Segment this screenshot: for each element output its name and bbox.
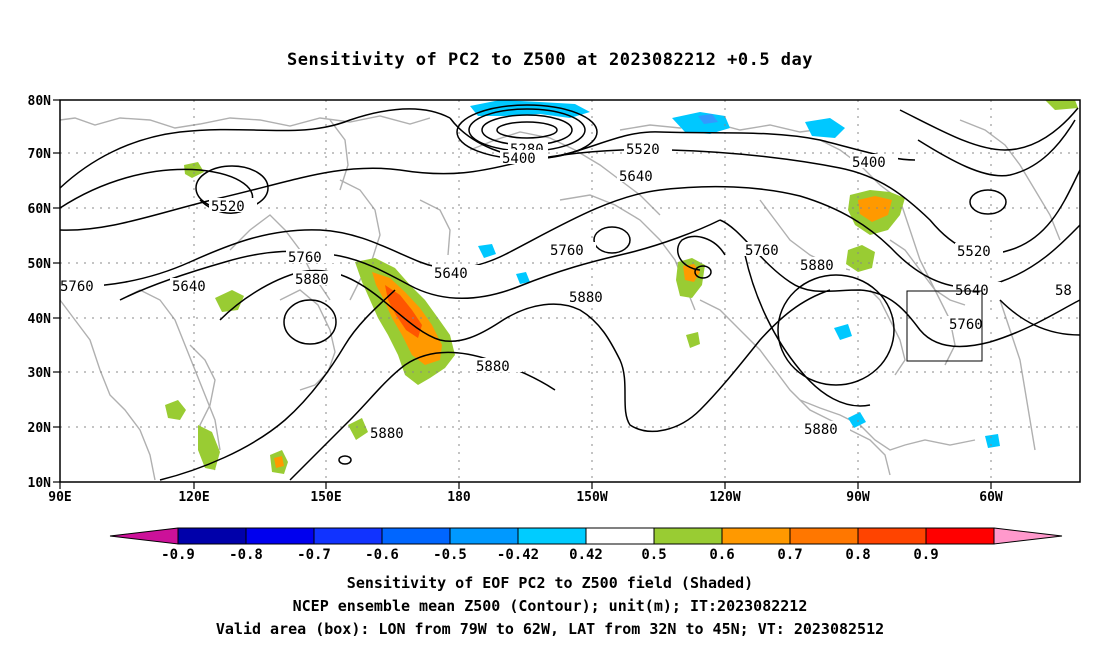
lon-label: 120E bbox=[178, 490, 209, 505]
axis-ticks bbox=[53, 99, 992, 489]
lon-label: 90E bbox=[48, 490, 71, 505]
colorbar-swatch bbox=[585, 527, 655, 545]
lat-label: 70N bbox=[28, 147, 52, 162]
lat-label: 10N bbox=[28, 476, 52, 491]
contour-label: 5640 bbox=[434, 266, 468, 282]
colorbar-label: 0.6 bbox=[709, 547, 734, 563]
shade-neg-chukchi bbox=[672, 112, 730, 134]
shade-neg-4 bbox=[848, 412, 866, 428]
colorbar-swatch bbox=[925, 527, 995, 545]
colorbar-swatch bbox=[449, 527, 519, 545]
lat-label: 40N bbox=[28, 312, 52, 327]
lat-label: 80N bbox=[28, 94, 52, 109]
shade-region-japan bbox=[215, 290, 244, 312]
shade-region-sw3-core bbox=[274, 456, 284, 468]
shade-region-sw1 bbox=[165, 400, 186, 420]
colorbar-under-triangle bbox=[109, 527, 179, 545]
colorbar-swatch bbox=[313, 527, 383, 545]
negative-shading bbox=[470, 100, 1000, 448]
colorbar-swatch bbox=[517, 527, 587, 545]
colorbar-swatch bbox=[789, 527, 859, 545]
colorbar-label: 0.7 bbox=[777, 547, 802, 563]
contour-label: 5880 bbox=[370, 426, 404, 442]
colorbar-over-triangle bbox=[993, 527, 1063, 545]
shade-neg-chukchi-core bbox=[698, 114, 718, 124]
contour-label: 5400 bbox=[502, 151, 536, 167]
contour-label: 5760 bbox=[550, 243, 584, 259]
contour-label: 5520 bbox=[957, 244, 991, 260]
lon-label: 150E bbox=[310, 490, 341, 505]
colorbar-label: -0.8 bbox=[229, 547, 263, 563]
colorbar-label: 0.5 bbox=[641, 547, 666, 563]
lat-label: 20N bbox=[28, 421, 52, 436]
shade-neg-2 bbox=[516, 272, 530, 284]
colorbar-label: 0.8 bbox=[845, 547, 870, 563]
contour-label: 5520 bbox=[626, 142, 660, 158]
colorbar-swatch bbox=[381, 527, 451, 545]
lat-label: 50N bbox=[28, 257, 52, 272]
shade-neg-beaufort bbox=[805, 118, 845, 138]
shade-region-hudson-core bbox=[858, 196, 892, 222]
chart-title: Sensitivity of PC2 to Z500 at 2023082212… bbox=[286, 50, 813, 70]
valid-area-box bbox=[906, 290, 983, 362]
colorbar-swatch bbox=[721, 527, 791, 545]
colorbar-label: -0.5 bbox=[433, 547, 467, 563]
contour-label: 5760 bbox=[288, 250, 322, 266]
shade-neg-3 bbox=[834, 324, 852, 340]
shade-region-pac-small bbox=[686, 332, 700, 348]
contour-label: 5640 bbox=[619, 169, 653, 185]
colorbar-label: 0.42 bbox=[569, 547, 603, 563]
contour-label: 5880 bbox=[569, 290, 603, 306]
contour-label: 5520 bbox=[211, 199, 245, 215]
lat-label: 60N bbox=[28, 202, 52, 217]
contour-label: 58 bbox=[1055, 283, 1072, 299]
colorbar-label: -0.7 bbox=[297, 547, 331, 563]
contour-label: 5640 bbox=[172, 279, 206, 295]
contour-label: 5760 bbox=[60, 279, 94, 295]
map-frame bbox=[59, 99, 1081, 483]
contour-label: 5880 bbox=[476, 359, 510, 375]
shade-region-arctic bbox=[1045, 100, 1078, 110]
colorbar-swatch bbox=[177, 527, 247, 545]
caption-shaded: Sensitivity of EOF PC2 to Z500 field (Sh… bbox=[346, 574, 754, 592]
contour-labels: 5280 5400 5520 5400 5520 5640 5760 5640 … bbox=[58, 141, 1080, 442]
contour-label: 5880 bbox=[804, 422, 838, 438]
shade-region-sw2 bbox=[198, 425, 220, 470]
colorbar-swatch bbox=[245, 527, 315, 545]
colorbar-swatch bbox=[857, 527, 927, 545]
lon-label: 120W bbox=[709, 490, 740, 505]
contour-label: 5880 bbox=[295, 272, 329, 288]
caption-contour: NCEP ensemble mean Z500 (Contour); unit(… bbox=[292, 597, 808, 615]
shade-region-pacific-w bbox=[348, 418, 368, 440]
contour-label: 5400 bbox=[852, 155, 886, 171]
colorbar-label: -0.42 bbox=[497, 547, 539, 563]
colorbar: -0.9 -0.8 -0.7 -0.6 -0.5 -0.42 0.42 0.5 0.6 0.7 0.… bbox=[109, 527, 1063, 563]
lon-label: 90W bbox=[846, 490, 870, 505]
shade-region-lakes bbox=[846, 245, 875, 272]
lon-labels: 90E 120E 150E 180 150W 120W 90W 60W bbox=[48, 490, 1003, 505]
contour-label: 5760 bbox=[949, 317, 983, 333]
colorbar-label: -0.6 bbox=[365, 547, 399, 563]
colorbar-label: -0.9 bbox=[161, 547, 195, 563]
contour-label: 5880 bbox=[800, 258, 834, 274]
contour-label: 5760 bbox=[745, 243, 779, 259]
colorbar-label: 0.9 bbox=[913, 547, 938, 563]
colorbar-swatch bbox=[653, 527, 723, 545]
lon-label: 180 bbox=[447, 490, 471, 505]
caption-valid-area: Valid area (box): LON from 79W to 62W, L… bbox=[215, 620, 885, 638]
shade-neg-5 bbox=[985, 434, 1000, 448]
shade-neg-1 bbox=[478, 244, 496, 258]
lat-label: 30N bbox=[28, 366, 52, 381]
lon-label: 60W bbox=[979, 490, 1003, 505]
lon-label: 150W bbox=[576, 490, 607, 505]
lat-labels: 80N 70N 60N 50N 40N 30N 20N 10N bbox=[28, 94, 52, 491]
